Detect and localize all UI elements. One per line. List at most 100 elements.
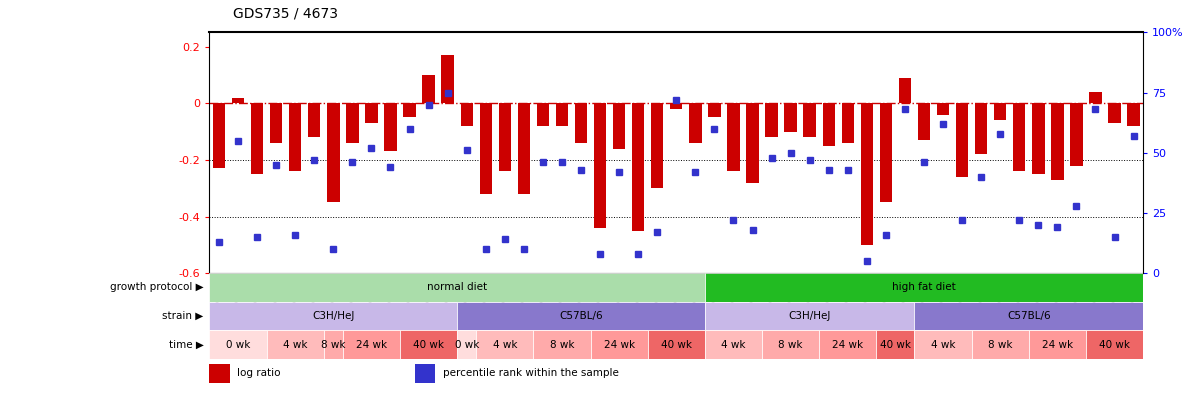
Text: 4 wk: 4 wk — [282, 340, 308, 350]
Bar — [613, 103, 625, 149]
Bar — [899, 78, 911, 103]
Text: C57BL/6: C57BL/6 — [1007, 311, 1051, 321]
Text: 40 wk: 40 wk — [661, 340, 692, 350]
Bar — [324, 330, 342, 359]
Text: strain ▶: strain ▶ — [163, 311, 203, 321]
Bar — [457, 330, 476, 359]
Text: C57BL/6: C57BL/6 — [559, 311, 603, 321]
Bar — [346, 103, 359, 143]
Text: 24 wk: 24 wk — [603, 340, 634, 350]
Bar — [271, 103, 282, 143]
Bar — [632, 103, 644, 231]
Text: 0 wk: 0 wk — [226, 340, 250, 350]
Bar — [915, 302, 1143, 330]
Bar — [517, 103, 530, 194]
Text: high fat diet: high fat diet — [892, 283, 956, 292]
Text: 4 wk: 4 wk — [722, 340, 746, 350]
Bar — [918, 103, 930, 140]
Text: 4 wk: 4 wk — [931, 340, 955, 350]
Bar — [327, 103, 340, 202]
Text: 24 wk: 24 wk — [832, 340, 863, 350]
Bar — [536, 103, 549, 126]
Bar — [1086, 330, 1143, 359]
Bar — [403, 103, 415, 117]
Bar — [232, 98, 244, 103]
Text: 8 wk: 8 wk — [549, 340, 575, 350]
Text: 40 wk: 40 wk — [413, 340, 444, 350]
Text: 24 wk: 24 wk — [356, 340, 387, 350]
Bar — [861, 103, 873, 245]
Text: 8 wk: 8 wk — [778, 340, 803, 350]
Bar — [1032, 103, 1045, 174]
Text: 8 wk: 8 wk — [988, 340, 1013, 350]
Bar — [689, 103, 701, 143]
Bar — [651, 103, 663, 188]
Text: 8 wk: 8 wk — [321, 340, 346, 350]
Bar — [972, 330, 1028, 359]
Bar — [746, 103, 759, 183]
Text: percentile rank within the sample: percentile rank within the sample — [443, 368, 619, 378]
Bar — [575, 103, 588, 143]
Text: GDS735 / 4673: GDS735 / 4673 — [233, 6, 339, 20]
Bar — [476, 330, 534, 359]
Bar — [1013, 103, 1026, 171]
Bar — [209, 273, 705, 302]
Bar — [709, 103, 721, 117]
Bar — [765, 103, 778, 137]
Bar — [480, 103, 492, 194]
Bar — [209, 302, 457, 330]
Bar — [534, 330, 590, 359]
Bar — [705, 302, 915, 330]
Bar — [876, 330, 915, 359]
Bar — [880, 103, 892, 202]
Text: time ▶: time ▶ — [169, 340, 203, 350]
Text: 40 wk: 40 wk — [880, 340, 911, 350]
Bar — [915, 330, 972, 359]
Bar — [1108, 103, 1120, 123]
Text: 4 wk: 4 wk — [493, 340, 517, 350]
Bar — [251, 103, 263, 174]
Bar — [976, 103, 988, 154]
Bar — [1128, 103, 1140, 126]
Bar — [1051, 103, 1064, 180]
Bar — [705, 330, 762, 359]
Text: growth protocol ▶: growth protocol ▶ — [110, 283, 203, 292]
Text: 0 wk: 0 wk — [455, 340, 479, 350]
Text: C3H/HeJ: C3H/HeJ — [312, 311, 354, 321]
Bar — [670, 103, 682, 109]
Bar — [213, 103, 225, 168]
Bar — [728, 103, 740, 171]
Bar — [555, 103, 569, 126]
Bar — [209, 330, 267, 359]
Bar — [1089, 92, 1101, 103]
Bar — [784, 103, 797, 132]
Bar — [442, 55, 454, 103]
Text: C3H/HeJ: C3H/HeJ — [789, 311, 831, 321]
Bar — [365, 103, 377, 123]
Bar — [1070, 103, 1082, 166]
Bar — [590, 330, 648, 359]
Bar — [841, 103, 853, 143]
Bar — [415, 364, 436, 383]
Bar — [594, 103, 606, 228]
Bar — [423, 75, 435, 103]
Text: normal diet: normal diet — [427, 283, 487, 292]
Bar — [937, 103, 949, 115]
Bar — [288, 103, 302, 171]
Bar — [461, 103, 473, 126]
Text: 40 wk: 40 wk — [1099, 340, 1130, 350]
Bar — [994, 103, 1007, 120]
Bar — [1028, 330, 1086, 359]
Bar — [209, 364, 230, 383]
Bar — [822, 103, 836, 146]
Bar — [457, 302, 705, 330]
Bar — [648, 330, 705, 359]
Bar — [819, 330, 876, 359]
Bar — [308, 103, 321, 137]
Text: 24 wk: 24 wk — [1041, 340, 1073, 350]
Bar — [384, 103, 396, 151]
Text: log ratio: log ratio — [237, 368, 281, 378]
Bar — [342, 330, 400, 359]
Bar — [956, 103, 968, 177]
Bar — [803, 103, 816, 137]
